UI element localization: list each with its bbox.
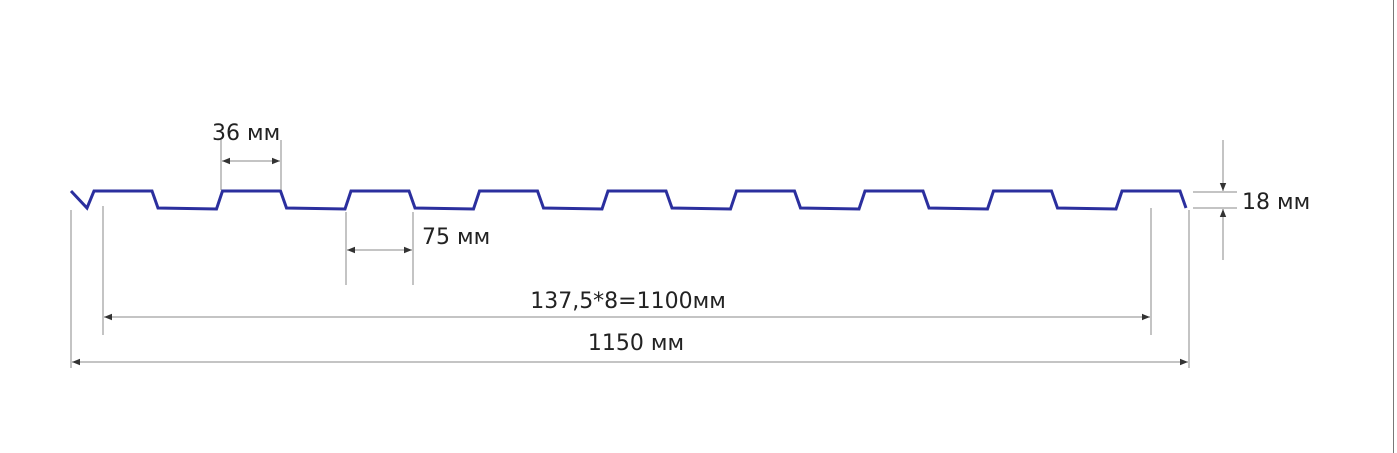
total-width-dimension: 1150 мм <box>70 210 1190 368</box>
crest-width-dimension: 36 мм <box>212 121 282 190</box>
height-dimension: 18 мм <box>1193 140 1310 260</box>
crest-width-label: 36 мм <box>212 121 280 146</box>
useful-width-label: 137,5*8=1100мм <box>530 289 726 314</box>
trough-width-label: 75 мм <box>422 225 490 250</box>
height-label: 18 мм <box>1242 190 1310 215</box>
sheet-profile <box>69 189 1188 211</box>
frame-edge <box>1393 0 1394 453</box>
total-width-label: 1150 мм <box>588 331 684 356</box>
useful-width-dimension: 137,5*8=1100мм <box>102 206 1152 335</box>
trough-width-dimension: 75 мм <box>345 212 490 285</box>
